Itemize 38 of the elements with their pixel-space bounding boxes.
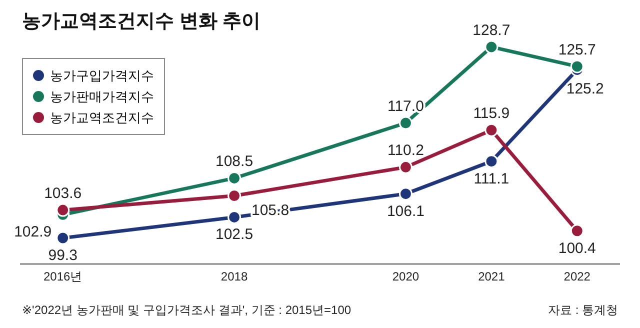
data-label: 110.2 bbox=[387, 142, 424, 160]
point bbox=[56, 231, 70, 245]
data-label: 102.9 bbox=[14, 224, 52, 241]
chart-title: 농가교역조건지수 변화 추이 bbox=[22, 10, 261, 34]
text: ※'2022년 농가판매 및 구입가격조사 결과', 기준 : 2015년=100 bbox=[22, 302, 352, 319]
data-label: 99.3 bbox=[48, 247, 78, 264]
point bbox=[570, 224, 584, 238]
x-tick-label: 2021 bbox=[478, 270, 506, 284]
point bbox=[228, 189, 242, 203]
point bbox=[484, 123, 498, 137]
point bbox=[570, 60, 584, 74]
data-label: 108.5 bbox=[216, 153, 254, 170]
point bbox=[398, 187, 412, 201]
point bbox=[398, 116, 412, 130]
text: 자료 : 통계청 bbox=[548, 302, 618, 319]
data-label: 106.1 bbox=[386, 202, 424, 220]
x-tick-label: 2020 bbox=[392, 270, 420, 284]
data-label: 111.1 bbox=[474, 170, 510, 188]
data-label: 125.2 bbox=[566, 80, 604, 98]
point bbox=[484, 40, 498, 54]
data-label: 128.7 bbox=[472, 22, 510, 39]
data-label: 115.9 bbox=[473, 105, 510, 122]
legend-label: 농가구입가격지수 bbox=[50, 66, 154, 84]
x-tick-label: 2018 bbox=[220, 270, 248, 284]
point bbox=[228, 210, 242, 224]
data-label: 103.6 bbox=[44, 185, 82, 202]
data-label: 102.5 bbox=[216, 226, 254, 244]
point bbox=[484, 154, 498, 168]
legend-label: 농가판매가격지수 bbox=[50, 88, 154, 106]
point bbox=[228, 171, 242, 185]
x-tick-label: 2016년 bbox=[44, 270, 82, 284]
point bbox=[56, 203, 70, 217]
point bbox=[398, 160, 412, 174]
data-label: 117.0 bbox=[387, 98, 424, 115]
legend-label: 농가교역조건지수 bbox=[50, 108, 154, 126]
x-tick-label: 2022 bbox=[564, 270, 591, 284]
data-label: 125.7 bbox=[558, 41, 596, 58]
data-label: 100.4 bbox=[558, 240, 596, 257]
